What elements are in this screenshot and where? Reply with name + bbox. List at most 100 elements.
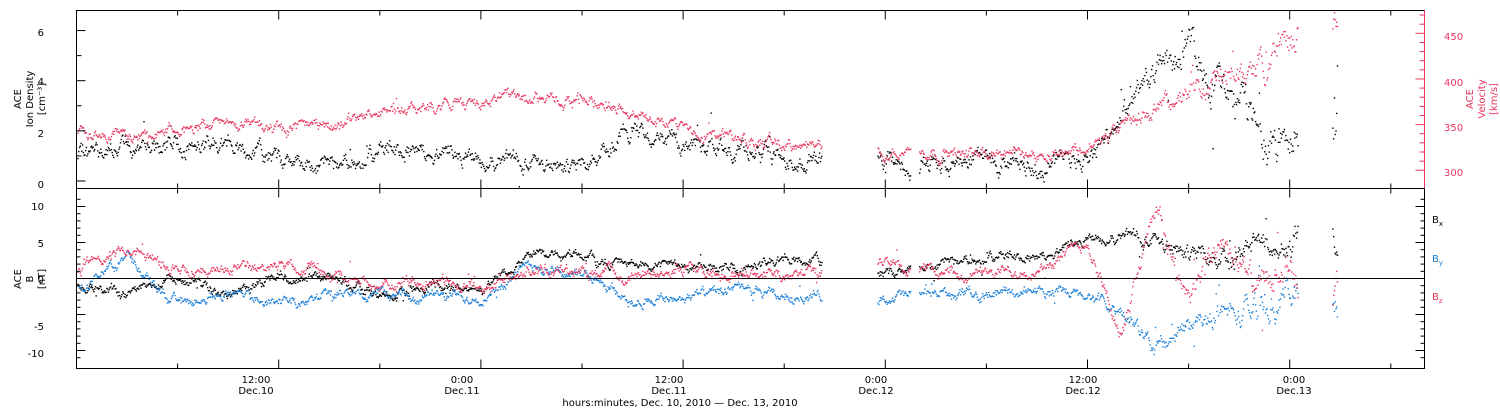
series-velocity-point [179,134,182,136]
series-ion-density-point [427,154,430,156]
series-ion-density-point [1012,156,1014,159]
series-velocity-point [1062,155,1064,157]
series-bx-point [514,269,516,271]
series-ion-density-point [222,142,225,144]
series-bx-point [348,284,350,286]
series-bx-point [704,266,706,269]
series-velocity-point [527,102,530,104]
series-velocity-point [448,107,451,109]
series-by-point [101,271,103,273]
series-bx-point [467,290,470,292]
series-velocity-point [85,132,88,134]
series-ion-density-point [786,162,788,165]
series-velocity-point [338,123,340,125]
series-bx-point [411,290,414,292]
series-bx-point [1072,245,1075,247]
series-ion-density-point [513,157,515,159]
series-bx-point [671,263,674,266]
series-ion-density-point [250,156,252,159]
series-velocity-point [1251,64,1254,67]
series-by-point [91,283,93,286]
series-by-point [154,285,157,288]
series-velocity-point [554,101,556,103]
series-ion-density-point [266,159,269,161]
series-ion-density-point [91,147,94,149]
series-velocity-point [319,122,321,124]
series-ion-density-point [1186,38,1189,40]
series-velocity-point [890,153,893,155]
series-velocity-point [207,125,210,127]
series-velocity-point [388,109,390,112]
series-ion-density-point [398,154,401,156]
series-ion-density-point [1026,161,1029,163]
series-ion-density-point [1017,164,1019,166]
series-velocity-point [903,154,905,156]
series-bx-point [1142,249,1145,251]
series-velocity-point [1332,28,1334,30]
series-velocity-point [1050,158,1053,160]
series-ion-density-point [201,143,204,145]
series-velocity-point [705,137,707,139]
series-velocity-point [122,129,125,132]
series-ion-density-point [87,153,89,155]
series-velocity-point [273,128,275,130]
series-velocity-point [465,104,467,107]
series-bx-point [729,266,731,268]
series-ion-density-point [1202,78,1204,80]
series-velocity-point [1032,151,1035,154]
series-ion-density-point [408,155,411,157]
series-velocity-point [1049,158,1051,161]
series-ion-density-point [470,153,472,156]
series-velocity-point [314,122,317,124]
series-ion-density-point [926,160,928,162]
series-velocity-point [141,131,144,134]
series-ion-density-point [660,135,662,138]
series-bx-point [557,254,559,256]
series-bx-point [162,282,164,284]
series-velocity-point [1042,155,1044,158]
series-bx-point [295,282,297,284]
series-bx-point [819,261,822,263]
series-ion-density-point [818,152,821,154]
series-ion-density-point [1232,105,1234,108]
series-bx-point [1048,255,1051,257]
series-ion-density-point [1214,84,1216,86]
series-ion-density-point [706,150,709,152]
series-bx-point [1099,238,1101,240]
series-velocity-point [426,106,428,109]
series-bx-point [950,257,953,259]
series-bx-point [1138,237,1140,239]
series-bx-point [363,293,365,295]
series-bx-point [1053,257,1055,260]
series-bx-point [239,288,241,290]
series-bx-point [1248,247,1250,249]
series-velocity-point [943,148,945,151]
series-ion-density-point [359,166,361,168]
series-bx-point [1226,260,1229,262]
series-velocity-point [1113,124,1116,126]
series-bx-point [1229,262,1232,264]
series-bx-point [346,285,348,287]
series-by-point [194,299,196,301]
series-bx-point [402,300,404,302]
series-bx-point [737,272,739,274]
series-velocity-point [895,154,897,157]
series-velocity-point [1120,121,1123,123]
series-velocity-point [812,141,814,144]
series-ion-density-point [1192,26,1195,29]
series-bx-point [1181,254,1183,256]
series-by-point [226,293,228,296]
series-ion-density-point [1209,102,1211,104]
series-by-point [364,297,366,299]
series-bx-point [944,257,946,259]
series-bx-point [370,292,372,295]
series-ion-density-point [1284,139,1286,142]
series-velocity-point [117,131,119,133]
series-velocity-point [205,126,207,129]
series-by-point [326,293,328,295]
series-bx-point [619,261,621,263]
series-velocity-point [1265,51,1267,53]
series-bx-point [884,270,887,272]
series-velocity-point [879,151,881,153]
series-ion-density-point [1041,170,1043,173]
